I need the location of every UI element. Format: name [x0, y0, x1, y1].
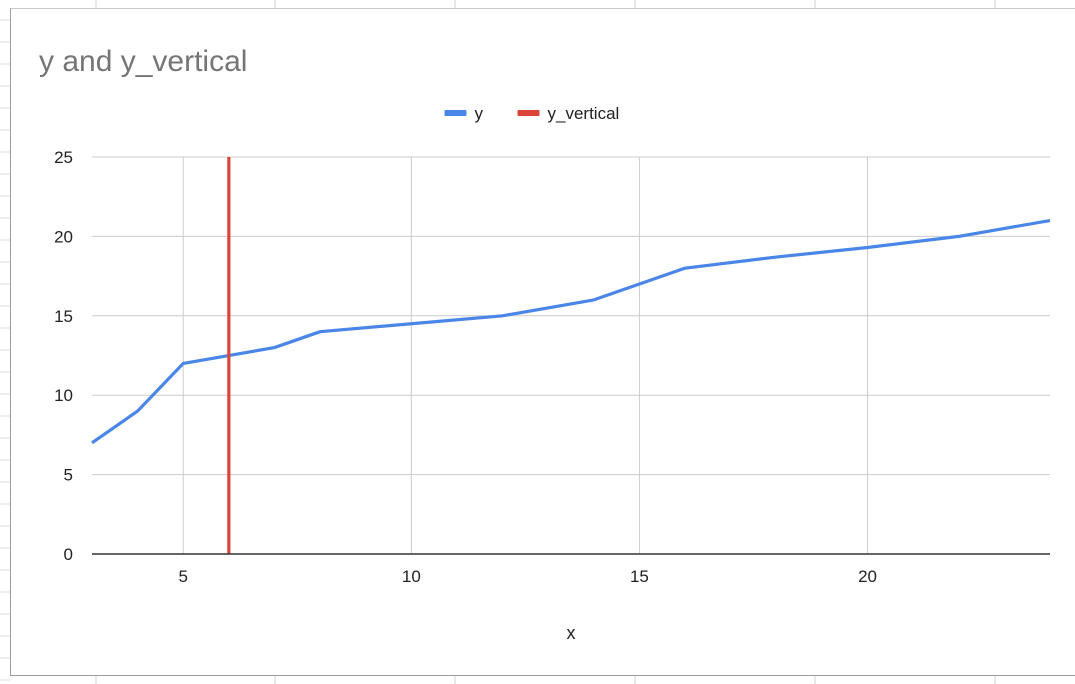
legend-label: y: [475, 104, 484, 123]
y-tick-label: 20: [54, 227, 73, 246]
axes: 0 5 10 15 20 25 5 10 15 20: [54, 148, 1050, 586]
series-layer: [91, 157, 1051, 554]
gridlines: [92, 156, 1050, 554]
legend-swatch-y: [444, 110, 467, 116]
chart-title: y and y_vertical: [39, 45, 247, 78]
y-tick-label: 10: [54, 386, 73, 405]
line-chart: y and y_vertical y y_vertical 0 5 10 15 20 25 5…: [39, 45, 1051, 643]
x-tick-label: 10: [402, 567, 421, 586]
legend-swatch-y-vertical: [517, 110, 540, 116]
legend-label: y_vertical: [548, 104, 620, 123]
x-tick-label: 15: [630, 567, 649, 586]
series-line-y: [91, 218, 1051, 445]
y-tick-label: 15: [54, 307, 73, 326]
chart-card[interactable]: y and y_vertical y y_vertical 0 5 10 15 20 25 5…: [10, 8, 1075, 676]
x-tick-label: 5: [179, 567, 188, 586]
legend: y y_vertical: [444, 104, 620, 123]
y-tick-label: 25: [54, 148, 73, 167]
x-tick-label: 20: [858, 567, 877, 586]
y-tick-label: 0: [64, 545, 73, 564]
y-tick-label: 5: [64, 466, 73, 485]
x-axis-label: x: [567, 623, 576, 643]
